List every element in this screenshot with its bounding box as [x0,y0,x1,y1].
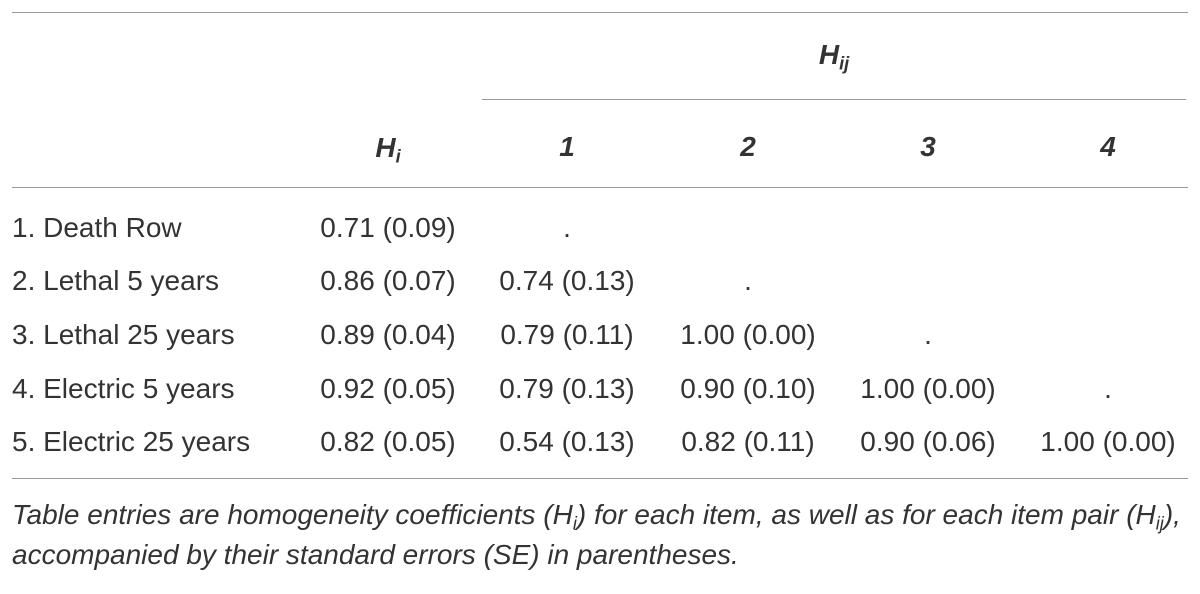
group-header: Hij [818,38,850,74]
symbol-base: H [818,39,840,70]
note-text: ) for each item, as well as for each ite… [576,499,1156,530]
row-label: 4. Electric 5 years [12,373,235,404]
cell: 0.79 (0.11) [500,319,634,350]
note-text: Table entries are homogeneity coefficien… [12,499,573,530]
row-label: 5. Electric 25 years [12,426,251,457]
bottom-rule [12,478,1188,479]
cell: 0.92 (0.05) [320,373,456,404]
note-text: ), accompanied by their standard errors … [12,499,1181,570]
cell: . [563,212,571,243]
column-header: Hi [375,131,401,167]
row-label: 2. Lethal 5 years [12,265,220,296]
symbol-subscript: i [395,146,401,167]
symbol-base: H [375,132,396,163]
cell: 1.00 (0.00) [680,319,816,350]
cell: 0.74 (0.13) [499,265,635,296]
column-header: 3 [920,131,936,162]
cell: 0.82 (0.11) [681,426,815,457]
row-label: 3. Lethal 25 years [12,319,235,350]
row-label: 1. Death Row [12,212,182,243]
top-rule [12,12,1188,13]
cell: 0.82 (0.05) [320,426,456,457]
cell: 0.79 (0.13) [499,373,635,404]
cell: 0.89 (0.04) [320,319,456,350]
cell: 0.71 (0.09) [320,212,456,243]
cell: 1.00 (0.00) [1040,426,1176,457]
column-header: 2 [740,131,756,162]
cell: 1.00 (0.00) [860,373,996,404]
cell: . [1104,373,1112,404]
cell: 0.90 (0.10) [680,373,816,404]
note-subscript: i [572,513,577,534]
cell: 0.90 (0.06) [860,426,996,457]
note-subscript: ij [1155,513,1164,534]
cell: . [924,319,932,350]
cell: . [744,265,752,296]
cell: 0.54 (0.13) [499,426,635,457]
table-note: Table entries are homogeneity coefficien… [12,495,1192,575]
group-rule [482,99,1186,100]
header-rule [12,187,1188,188]
symbol-subscript: ij [839,53,850,74]
column-header: 4 [1100,131,1116,162]
cell: 0.86 (0.07) [320,265,456,296]
column-header: 1 [559,131,575,162]
